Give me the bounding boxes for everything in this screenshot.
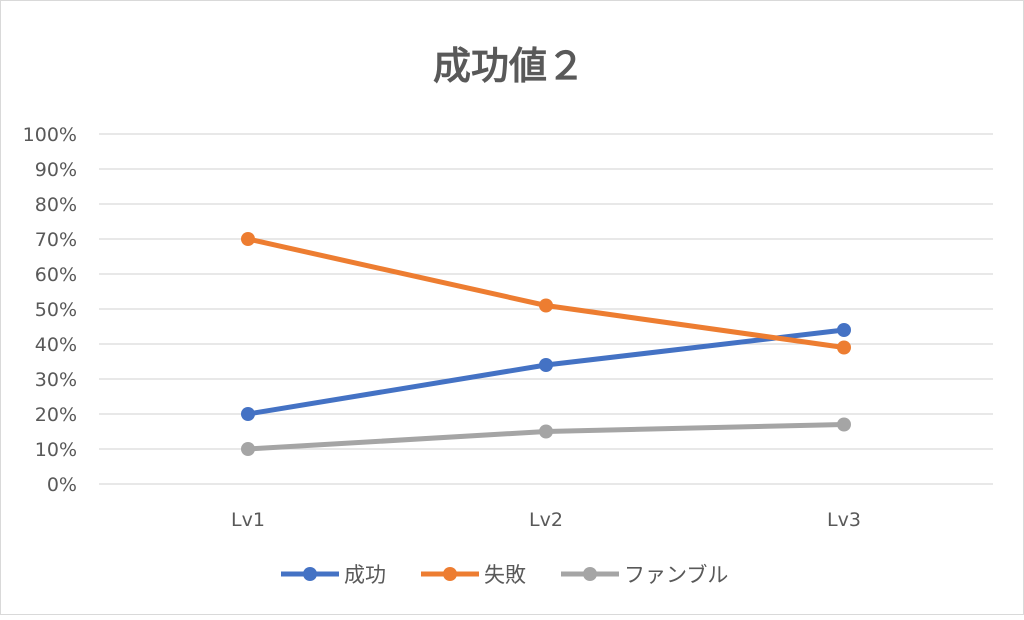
legend-item: 失敗 xyxy=(421,563,526,587)
x-tick-label: Lv2 xyxy=(529,509,563,531)
legend-item: ファンブル xyxy=(561,563,728,587)
legend-marker xyxy=(303,567,317,581)
x-tick-label: Lv1 xyxy=(231,509,265,531)
y-tick-label: 70% xyxy=(35,229,77,251)
data-point xyxy=(241,232,255,246)
legend-marker xyxy=(583,567,597,581)
legend-label: 成功 xyxy=(344,563,386,587)
data-point xyxy=(837,417,851,432)
data-point xyxy=(241,407,255,421)
data-point xyxy=(837,340,851,355)
data-point xyxy=(539,298,553,313)
y-tick-label: 30% xyxy=(35,369,77,391)
y-tick-label: 90% xyxy=(35,159,77,181)
data-point xyxy=(837,323,851,337)
legend-item: 成功 xyxy=(281,563,386,587)
y-tick-label: 100% xyxy=(23,124,77,146)
y-tick-label: 10% xyxy=(35,439,77,461)
y-tick-label: 20% xyxy=(35,404,77,426)
series-line-1 xyxy=(247,236,845,350)
y-tick-label: 40% xyxy=(35,334,77,356)
y-tick-label: 80% xyxy=(35,194,77,216)
x-tick-label: Lv3 xyxy=(827,509,861,531)
data-point xyxy=(539,358,553,372)
data-point xyxy=(539,424,553,439)
y-tick-label: 0% xyxy=(47,474,77,496)
legend-label: 失敗 xyxy=(484,563,526,587)
y-tick-label: 60% xyxy=(35,264,77,286)
chart-title: 成功値２ xyxy=(433,44,585,88)
data-point xyxy=(241,442,255,456)
legend-marker xyxy=(443,567,457,581)
y-tick-label: 50% xyxy=(35,299,77,321)
legend-label: ファンブル xyxy=(624,563,728,587)
